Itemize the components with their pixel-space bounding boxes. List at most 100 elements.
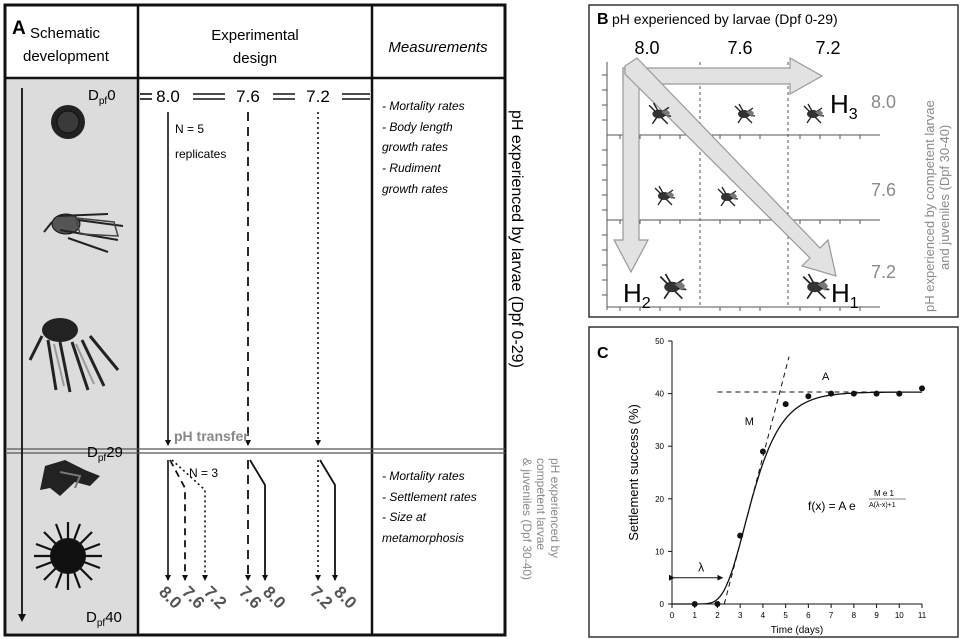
vertical-juv-line3: & juveniles (Dpf 30-40) (520, 458, 534, 580)
h3-label: H3 (830, 89, 858, 123)
panel-b-row-7-2: 7.2 (871, 262, 896, 282)
arrow-h2 (613, 67, 649, 274)
larva-icon (803, 103, 825, 124)
panel-a-label: A (12, 18, 26, 39)
annotation-m: M (745, 416, 754, 428)
h2-label: H2 (623, 278, 651, 312)
measure-juv-4: metamorphosis (382, 531, 464, 545)
metamorphosing-icon (40, 460, 100, 496)
data-point (919, 385, 925, 392)
data-point (759, 448, 766, 455)
larva-icon (734, 103, 756, 124)
panel-b-col-8-0: 8.0 (634, 38, 659, 58)
data-point (873, 390, 880, 397)
panel-a: A Schematic development Experimental des… (3, 3, 562, 637)
y-tick-label: 20 (655, 495, 664, 504)
y-tick-label: 0 (660, 600, 665, 609)
data-point (691, 601, 698, 607)
replicates-label: replicates (175, 147, 226, 161)
measure-larvae-3: growth rates (382, 140, 448, 154)
y-tick-label: 10 (655, 547, 664, 556)
data-point (850, 390, 857, 397)
arrow-h1 (624, 57, 837, 277)
hypothesis-arrows (613, 56, 837, 277)
branch-7-2 (315, 459, 338, 581)
dpf40-label: Dpf40 (86, 609, 122, 629)
formula-exponent: M e 1 (874, 489, 895, 498)
panel-a-border (3, 3, 507, 637)
x-tick-label: 3 (738, 611, 743, 620)
dpf29-label: Dpf29 (87, 444, 123, 464)
panel-b-col-7-2: 7.2 (815, 38, 840, 58)
branch-7-6 (245, 459, 268, 581)
max-rate-line (723, 356, 790, 605)
x-tick-label: 1 (693, 611, 698, 620)
branch-8-0 (165, 459, 208, 581)
x-tick-label: 10 (895, 611, 904, 620)
bottom-label-7: 8.0 (330, 582, 360, 612)
h1-label: H1 (831, 278, 859, 312)
dpf0-label: Dpf0 (88, 87, 116, 107)
panel-b-vertical-2: and juveniles (Dpf 30-40) (937, 125, 952, 270)
larva-icon (802, 273, 831, 300)
ph-start-7-2: 7.2 (306, 87, 330, 106)
measure-larvae-5: growth rates (382, 182, 448, 196)
panel-c: C 0 10 20 30 40 50 0 1 2 3 4 5 6 7 8 9 10 11 Time (days) Se… (588, 326, 959, 638)
panel-b: B pH experienced by larvae (Dpf 0-29) 8.… (588, 4, 959, 318)
panel-c-label: C (597, 345, 609, 362)
panel-b-ticks (602, 74, 861, 311)
juvenile-urchin-icon (34, 522, 102, 590)
x-tick-label: 6 (806, 611, 811, 620)
panel-b-vertical-1: pH experienced by competent larvae (922, 100, 937, 312)
measure-juv-2: - Settlement rates (382, 490, 477, 504)
y-tick-label: 30 (655, 442, 664, 451)
data-point (805, 393, 812, 400)
x-tick-label: 2 (715, 611, 720, 620)
bottom-label-4: 7.6 (235, 582, 265, 612)
n3-label: N = 3 (189, 466, 218, 480)
x-tick-label: 9 (874, 611, 879, 620)
x-tick-label: 5 (783, 611, 788, 620)
panel-b-col-7-6: 7.6 (727, 38, 752, 58)
larva-icon (654, 185, 676, 206)
ph-start-7-6: 7.6 (236, 87, 260, 106)
formula: f(x) = A e (808, 499, 856, 513)
data-point (828, 390, 835, 397)
col3-title: Measurements (388, 39, 488, 56)
n5-label: N = 5 (175, 122, 204, 136)
formula-denominator: A(λ-x)+1 (869, 502, 896, 509)
egg-icon (51, 105, 85, 139)
measure-juv-3: - Size at (382, 510, 427, 524)
competent-larva-icon (28, 318, 120, 393)
x-tick-label: 0 (670, 611, 675, 620)
bottom-label-6: 7.2 (306, 582, 336, 612)
x-axis-title: Time (days) (771, 625, 823, 636)
early-larva-icon (43, 213, 124, 253)
x-tick-label: 8 (852, 611, 857, 620)
x-tick-label: 7 (829, 611, 834, 620)
ph-double-lines (140, 93, 370, 100)
y-tick-label: 40 (655, 390, 664, 399)
data-point (714, 601, 721, 607)
larva-icon (717, 186, 739, 207)
y-axis-title: Settlement success (%) (626, 404, 641, 541)
panel-b-border (588, 4, 959, 318)
col1-title-line1: Schematic (30, 25, 101, 42)
annotation-a: A (822, 371, 830, 383)
ph-transfer-label: pH transfer (174, 428, 249, 444)
settlement-chart: 0 10 20 30 40 50 0 1 2 3 4 5 6 7 8 9 10 11 Time (days) Sett… (626, 337, 927, 636)
data-point (782, 401, 789, 408)
measure-larvae-2: - Body length (382, 120, 453, 134)
bottom-label-5: 8.0 (259, 582, 289, 612)
bottom-label-3: 7.2 (200, 582, 230, 612)
panel-b-label: B (597, 11, 609, 28)
panel-b-grid (606, 62, 880, 310)
x-tick-label: 11 (918, 611, 927, 620)
measure-larvae-4: - Rudiment (382, 161, 441, 175)
measure-larvae-1: - Mortality rates (382, 99, 465, 113)
x-tick-label: 4 (761, 611, 766, 620)
annotation-lambda: λ (698, 561, 704, 575)
y-tick-label: 50 (655, 337, 664, 346)
larva-icon (659, 273, 688, 300)
